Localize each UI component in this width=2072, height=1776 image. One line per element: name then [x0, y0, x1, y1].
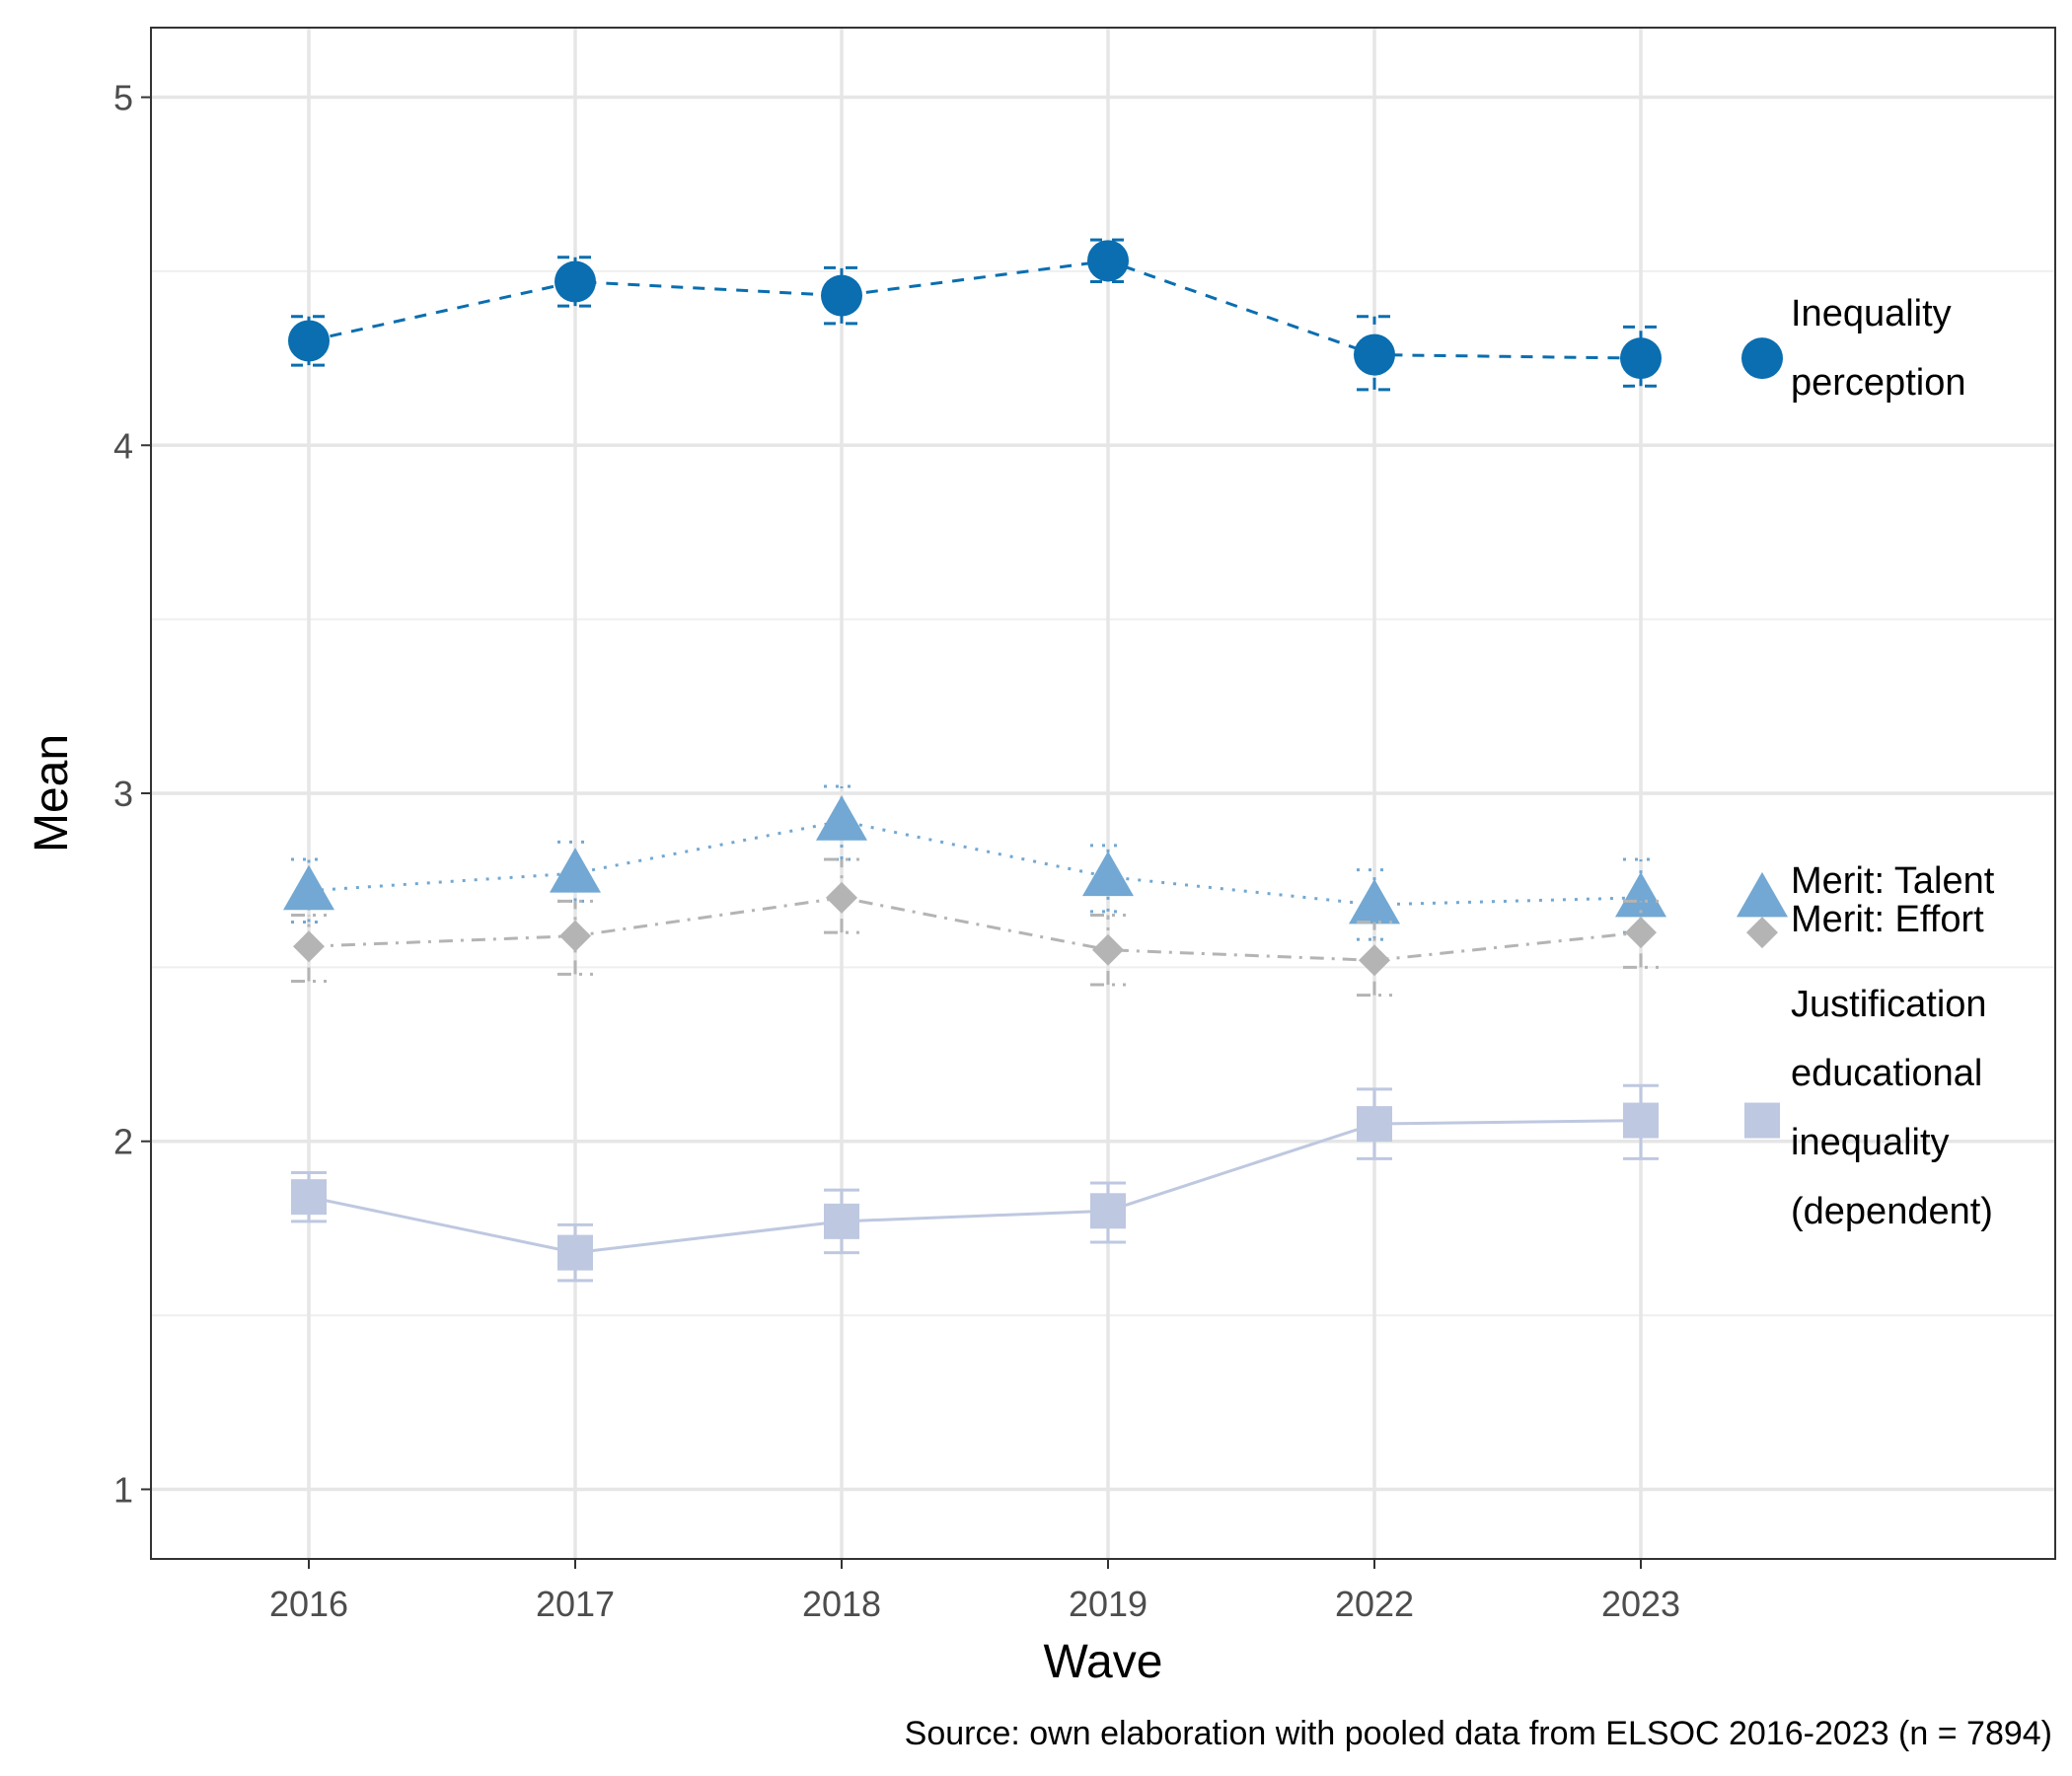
data-point-square [824, 1203, 859, 1239]
series-label-line: Merit: Effort [1791, 899, 1984, 940]
x-tick-label: 2023 [1601, 1584, 1680, 1624]
series-label-line: (dependent) [1791, 1191, 1993, 1232]
data-point-square [1744, 1102, 1780, 1139]
data-point-square [1090, 1193, 1126, 1229]
gridlines [151, 28, 2055, 1559]
data-point-circle [555, 260, 596, 303]
data-point-triangle [1737, 871, 1788, 918]
data-point-square [1357, 1106, 1392, 1143]
x-tick-label: 2022 [1335, 1584, 1414, 1624]
data-point-circle [1620, 337, 1662, 380]
series-line [308, 259, 1642, 360]
y-tick-label: 4 [113, 425, 133, 466]
data-point-circle [1087, 240, 1129, 282]
y-tick-label: 1 [113, 1469, 133, 1510]
data-point-triangle [550, 848, 601, 893]
series-label: Merit: Effort [1791, 899, 1984, 940]
data-point-triangle [1082, 851, 1134, 897]
data-point-circle [821, 274, 862, 317]
series-label-line: inequality [1791, 1122, 1950, 1163]
chart-caption: Source: own elaboration with pooled data… [905, 1715, 2052, 1752]
series-layer [283, 238, 1788, 1283]
axis-tick-labels: 1 2 3 4 5 2016 2017 2018 2019 2022 2023 [113, 78, 1680, 1624]
series-square [291, 1083, 1780, 1283]
data-point-diamond [559, 920, 591, 952]
series-label: Merit: Talent [1791, 860, 1995, 902]
x-tick-label: 2018 [802, 1584, 881, 1624]
series-line [308, 896, 1642, 962]
series-label: Inequality perception [1791, 293, 1965, 404]
data-point-square [1623, 1102, 1659, 1139]
y-tick-label: 5 [113, 78, 133, 118]
series-triangle [283, 784, 1788, 941]
data-point-triangle [1615, 871, 1666, 918]
x-tick-label: 2016 [269, 1584, 348, 1624]
series-label-line: educational [1791, 1053, 1982, 1094]
series-label-line: Justification [1791, 984, 1987, 1025]
error-bar [1357, 315, 1392, 392]
y-tick-label: 2 [113, 1122, 133, 1162]
data-point-triangle [816, 795, 867, 841]
data-point-diamond [1625, 917, 1657, 949]
series-label-line: perception [1791, 362, 1965, 404]
series-circle [288, 238, 1783, 392]
data-point-diamond [293, 930, 325, 963]
y-tick-label: 3 [113, 774, 133, 814]
data-point-triangle [1349, 878, 1400, 925]
y-axis-title: Mean [26, 734, 78, 852]
series-labels: Inequality perception Merit: TalentMerit: … [1791, 293, 1995, 1232]
data-point-diamond [1746, 917, 1778, 949]
data-point-diamond [1092, 933, 1124, 966]
data-point-circle [1354, 333, 1395, 376]
x-tick-label: 2019 [1069, 1584, 1147, 1624]
series-label-line: Inequality [1791, 293, 1952, 334]
data-point-circle [1741, 337, 1783, 380]
series-label: Justification educational inequality (depen… [1791, 984, 1993, 1232]
data-point-circle [288, 320, 330, 362]
axis-ticks [141, 96, 1642, 1569]
data-point-diamond [826, 881, 857, 914]
data-point-square [557, 1234, 593, 1271]
data-point-diamond [1359, 944, 1390, 977]
x-tick-label: 2017 [536, 1584, 615, 1624]
series-line [308, 1119, 1642, 1255]
series-label-line: Merit: Talent [1791, 860, 1995, 902]
series-diamond [291, 857, 1778, 998]
x-axis-title: Wave [1044, 1636, 1163, 1688]
data-point-square [291, 1179, 327, 1216]
data-point-triangle [283, 864, 334, 911]
